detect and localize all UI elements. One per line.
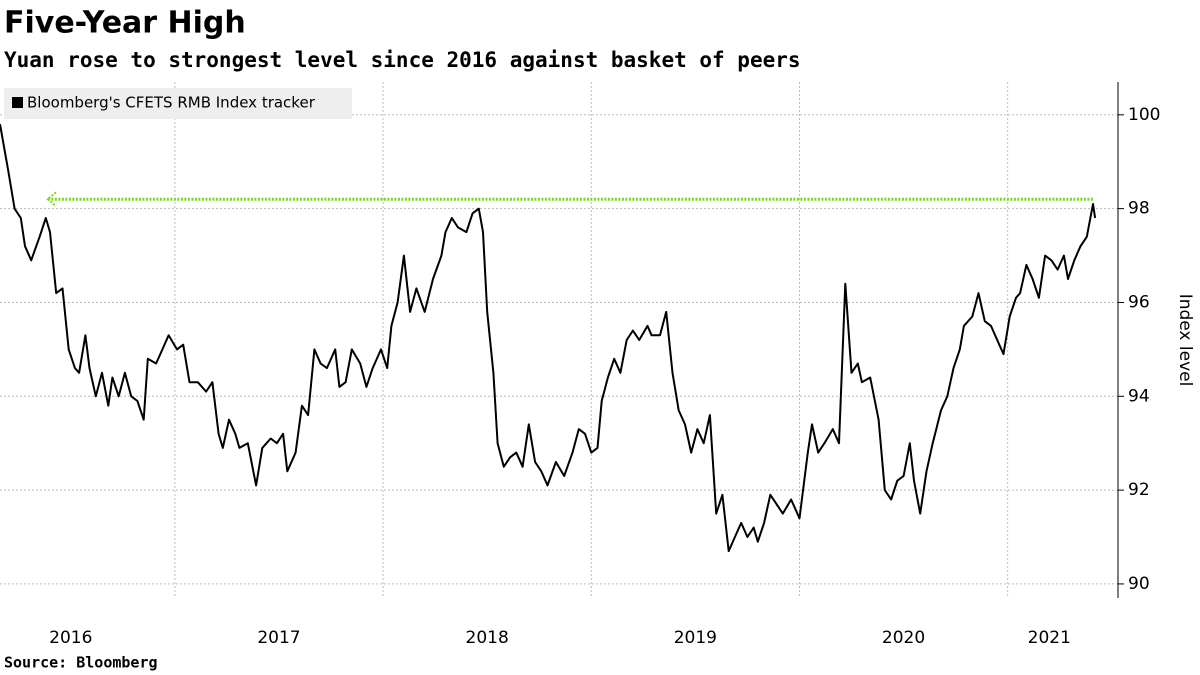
legend-label: Bloomberg's CFETS RMB Index tracker bbox=[27, 94, 316, 112]
reference-arrow bbox=[46, 191, 57, 208]
x-tick-label: 2020 bbox=[882, 628, 925, 648]
x-tick-label: 2016 bbox=[49, 628, 92, 648]
chart-subtitle: Yuan rose to strongest level since 2016 … bbox=[4, 48, 801, 72]
y-tick-label: 96 bbox=[1128, 292, 1150, 312]
x-tick-label: 2017 bbox=[257, 628, 300, 648]
y-tick-label: 100 bbox=[1128, 105, 1160, 125]
x-tick-label: 2018 bbox=[466, 628, 509, 648]
y-tick-label: 90 bbox=[1128, 574, 1150, 594]
y-axis-label: Index level bbox=[1175, 294, 1195, 387]
y-tick-label: 98 bbox=[1128, 199, 1150, 219]
source: Source: Bloomberg bbox=[4, 654, 158, 672]
chart-title: Five-Year High bbox=[4, 6, 246, 41]
legend-swatch bbox=[12, 97, 23, 108]
y-tick-label: 92 bbox=[1128, 480, 1150, 500]
y-tick-label: 94 bbox=[1128, 386, 1150, 406]
data-line bbox=[0, 124, 1097, 553]
legend-box bbox=[4, 88, 352, 119]
x-tick-label: 2021 bbox=[1028, 628, 1071, 648]
x-tick-label: 2019 bbox=[674, 628, 717, 648]
